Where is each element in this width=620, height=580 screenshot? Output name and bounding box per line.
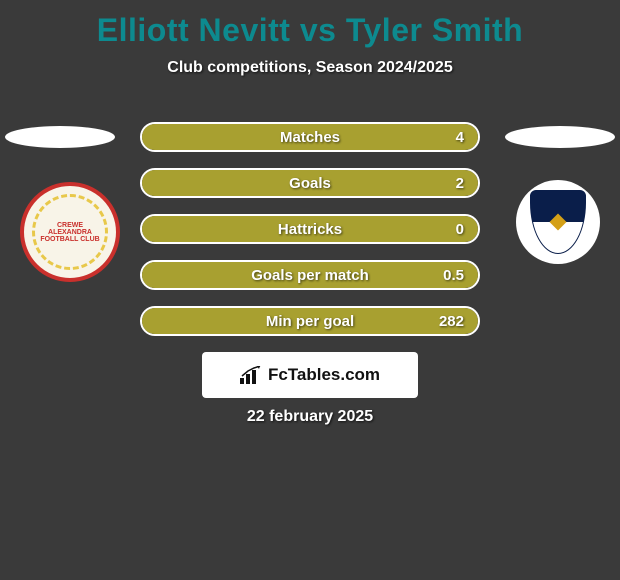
stat-value-right: 2 bbox=[456, 175, 464, 192]
stat-label: Goals bbox=[289, 175, 331, 192]
club-badge-left: CREWEALEXANDRAFOOTBALL CLUB bbox=[20, 182, 120, 282]
branding-text: FcTables.com bbox=[268, 365, 380, 385]
stat-value-right: 0 bbox=[456, 221, 464, 238]
stat-value-right: 0.5 bbox=[443, 267, 464, 284]
stat-label: Matches bbox=[280, 129, 340, 146]
branding-chart-icon bbox=[240, 366, 262, 384]
date-text: 22 february 2025 bbox=[0, 408, 620, 426]
stat-row: Min per goal 282 bbox=[140, 306, 480, 336]
player-left-oval bbox=[5, 126, 115, 148]
player-right-oval bbox=[505, 126, 615, 148]
page-title: Elliott Nevitt vs Tyler Smith bbox=[0, 0, 620, 49]
stat-row: Goals 2 bbox=[140, 168, 480, 198]
stats-container: Matches 4 Goals 2 Hattricks 0 Goals per match 0… bbox=[140, 122, 480, 352]
stat-label: Goals per match bbox=[251, 267, 369, 284]
club-badge-right bbox=[516, 180, 600, 264]
stat-row: Hattricks 0 bbox=[140, 214, 480, 244]
club-shield-icon bbox=[530, 190, 586, 254]
subtitle: Club competitions, Season 2024/2025 bbox=[0, 59, 620, 77]
branding-box: FcTables.com bbox=[202, 352, 418, 398]
club-badge-left-text: CREWEALEXANDRAFOOTBALL CLUB bbox=[40, 222, 99, 243]
stat-row: Matches 4 bbox=[140, 122, 480, 152]
stat-label: Min per goal bbox=[266, 313, 354, 330]
stat-value-right: 4 bbox=[456, 129, 464, 146]
stat-row: Goals per match 0.5 bbox=[140, 260, 480, 290]
stat-label: Hattricks bbox=[278, 221, 342, 238]
stat-value-right: 282 bbox=[439, 313, 464, 330]
